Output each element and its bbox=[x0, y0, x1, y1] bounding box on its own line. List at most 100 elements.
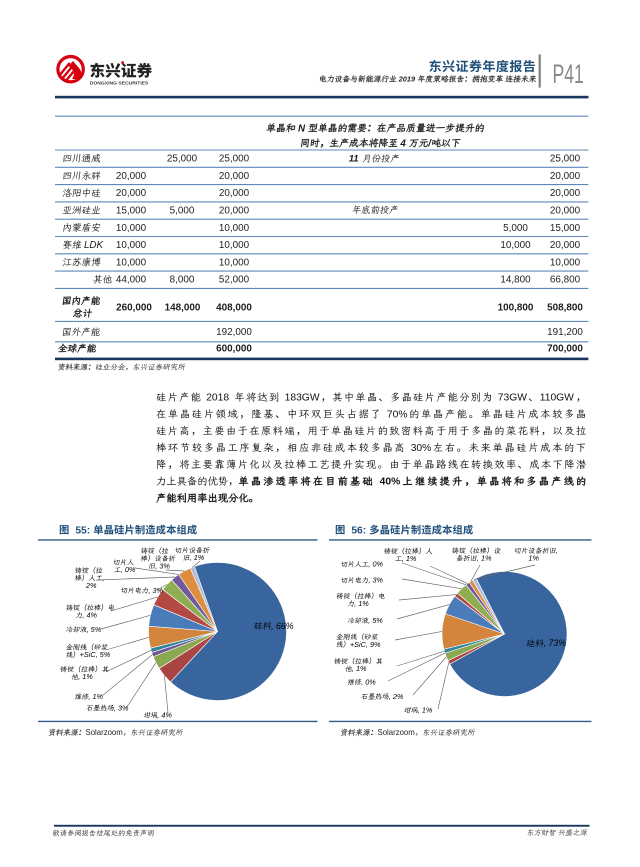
svg-text:10,000: 10,000 bbox=[116, 240, 147, 251]
svg-text:,: , bbox=[361, 677, 363, 686]
svg-text:20,000: 20,000 bbox=[550, 240, 581, 251]
svg-text:1%: 1% bbox=[194, 553, 205, 562]
svg-text:5,000: 5,000 bbox=[170, 206, 195, 217]
svg-text:,: , bbox=[418, 706, 420, 715]
svg-text:,: , bbox=[157, 711, 159, 720]
svg-text:,: , bbox=[389, 692, 391, 701]
svg-text:110GW: 110GW bbox=[540, 393, 574, 404]
svg-text:,: , bbox=[114, 703, 116, 712]
svg-text:,: , bbox=[368, 576, 370, 585]
svg-text:55:: 55: bbox=[75, 526, 90, 537]
svg-text:,: , bbox=[148, 586, 150, 595]
svg-text:1%: 1% bbox=[528, 554, 539, 563]
svg-text:5,000: 5,000 bbox=[503, 223, 528, 234]
svg-text:10,000: 10,000 bbox=[219, 223, 250, 234]
svg-text:2%: 2% bbox=[392, 692, 404, 701]
svg-text:2%: 2% bbox=[85, 581, 97, 590]
svg-text:0%: 0% bbox=[365, 677, 376, 686]
svg-text:25,000: 25,000 bbox=[219, 154, 250, 165]
svg-text:10,000: 10,000 bbox=[550, 257, 581, 268]
svg-text:10,000: 10,000 bbox=[116, 257, 147, 268]
svg-text:N: N bbox=[298, 123, 306, 134]
svg-text:2019: 2019 bbox=[398, 75, 416, 84]
svg-text:,: , bbox=[544, 638, 546, 648]
svg-text:20,000: 20,000 bbox=[116, 171, 147, 182]
svg-text:,: , bbox=[78, 672, 80, 681]
svg-text:30%: 30% bbox=[411, 443, 432, 454]
svg-text:20,000: 20,000 bbox=[219, 206, 250, 217]
svg-text:66%: 66% bbox=[276, 621, 294, 631]
svg-text:100,800: 100,800 bbox=[498, 302, 534, 313]
svg-text:1%: 1% bbox=[82, 672, 93, 681]
svg-text:20,000: 20,000 bbox=[550, 171, 581, 182]
svg-text:,: , bbox=[556, 546, 558, 555]
svg-text:25,000: 25,000 bbox=[167, 154, 198, 165]
svg-text:,: , bbox=[88, 692, 90, 701]
svg-text:44,000: 44,000 bbox=[116, 275, 147, 286]
svg-text:0%: 0% bbox=[372, 560, 383, 569]
svg-text:,: , bbox=[155, 561, 157, 570]
svg-text:LDK: LDK bbox=[84, 240, 104, 251]
svg-text:148,000: 148,000 bbox=[165, 302, 201, 313]
svg-text:20,000: 20,000 bbox=[550, 188, 581, 199]
svg-text:P41: P41 bbox=[553, 59, 584, 89]
svg-text:DONGXING SECURITIES: DONGXING SECURITIES bbox=[90, 80, 149, 86]
svg-text:,: , bbox=[82, 611, 84, 620]
svg-text:/: / bbox=[427, 138, 432, 149]
svg-text:3%: 3% bbox=[118, 703, 129, 712]
svg-text:4%: 4% bbox=[86, 611, 97, 620]
svg-text:3%: 3% bbox=[372, 576, 383, 585]
svg-text:1%: 1% bbox=[358, 599, 369, 608]
svg-text:5%: 5% bbox=[91, 625, 102, 634]
svg-text:14,800: 14,800 bbox=[500, 275, 531, 286]
svg-text:Solarzoom: Solarzoom bbox=[378, 728, 415, 737]
svg-text:9%: 9% bbox=[370, 640, 381, 649]
svg-text:,: , bbox=[352, 664, 354, 673]
svg-text:70%: 70% bbox=[387, 410, 408, 421]
svg-text:73%: 73% bbox=[548, 638, 566, 648]
svg-text:10,000: 10,000 bbox=[219, 257, 250, 268]
svg-text:10,000: 10,000 bbox=[500, 240, 531, 251]
svg-text:5%: 5% bbox=[100, 650, 111, 659]
svg-text:15,000: 15,000 bbox=[550, 223, 581, 234]
svg-text:408,000: 408,000 bbox=[216, 302, 252, 313]
svg-text:,: , bbox=[271, 621, 273, 631]
svg-text:20,000: 20,000 bbox=[550, 206, 581, 217]
svg-text:4: 4 bbox=[399, 138, 406, 149]
svg-text:191,200: 191,200 bbox=[547, 327, 583, 338]
svg-text:0%: 0% bbox=[125, 565, 136, 574]
svg-text:,: , bbox=[477, 554, 479, 563]
svg-text:192,000: 192,000 bbox=[216, 327, 252, 338]
svg-text:15,000: 15,000 bbox=[116, 206, 147, 217]
svg-text:2018: 2018 bbox=[206, 393, 229, 404]
svg-text:260,000: 260,000 bbox=[116, 302, 152, 313]
svg-text:3%: 3% bbox=[152, 586, 163, 595]
svg-text:,: , bbox=[102, 573, 104, 582]
svg-text:Solarzoom: Solarzoom bbox=[86, 728, 123, 737]
svg-text:66,800: 66,800 bbox=[550, 275, 581, 286]
svg-text:183GW: 183GW bbox=[285, 393, 320, 404]
svg-text:20,000: 20,000 bbox=[116, 188, 147, 199]
svg-text:52,000: 52,000 bbox=[219, 275, 250, 286]
svg-text:20,000: 20,000 bbox=[219, 188, 250, 199]
svg-text:,: , bbox=[121, 565, 123, 574]
svg-text:700,000: 700,000 bbox=[547, 344, 583, 355]
svg-text:1%: 1% bbox=[406, 554, 417, 563]
svg-text:,: , bbox=[368, 616, 370, 625]
svg-text:508,800: 508,800 bbox=[547, 302, 583, 313]
svg-text:1%: 1% bbox=[356, 664, 367, 673]
svg-text:5%: 5% bbox=[372, 616, 383, 625]
svg-text:,: , bbox=[368, 560, 370, 569]
svg-text:,: , bbox=[354, 599, 356, 608]
svg-text:4%: 4% bbox=[161, 711, 172, 720]
svg-text:1%: 1% bbox=[422, 706, 433, 715]
svg-text:10,000: 10,000 bbox=[116, 223, 147, 234]
svg-text:40%: 40% bbox=[380, 477, 401, 488]
svg-text:1%: 1% bbox=[92, 692, 103, 701]
svg-text:+SiC,: +SiC, bbox=[80, 650, 98, 659]
svg-text:600,000: 600,000 bbox=[216, 344, 252, 355]
svg-text:,: , bbox=[190, 553, 192, 562]
svg-text:73GW: 73GW bbox=[498, 393, 527, 404]
svg-text:56:: 56: bbox=[351, 526, 366, 537]
svg-text:,: , bbox=[402, 554, 404, 563]
